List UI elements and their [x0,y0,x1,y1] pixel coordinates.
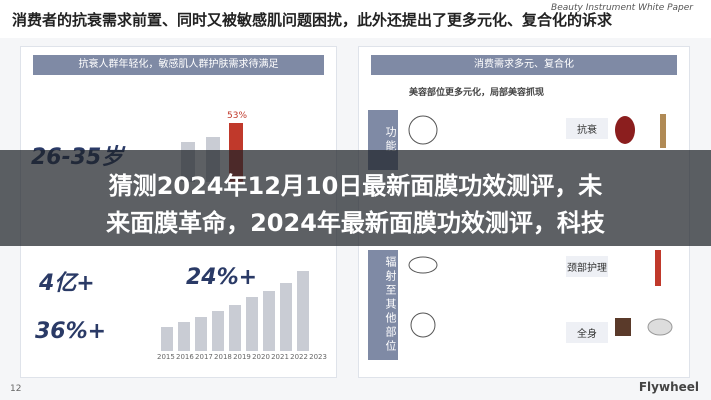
icon [408,115,438,145]
bar [195,317,207,351]
icons [408,114,673,338]
product [615,116,635,144]
bar [161,327,173,351]
stat: 36%+ [35,319,107,344]
year-label: 2023 [309,353,327,361]
bar-label: 53% [227,111,248,121]
product [615,318,631,336]
year-axis: 2015 2016 2017 2018 2019 2020 2021 2022 2023 [157,353,327,361]
year-label: 2020 [252,353,270,361]
bar [297,271,309,351]
icon [410,312,436,338]
bar [178,322,190,351]
title-line: 猜测2024年12月10日最新面膜功效测评，未 [108,172,603,200]
year-label: 2016 [176,353,194,361]
header-title: 消费者的抗衰需求前置、同时又被敏感肌问题困扰，此外还提出了更多元化、复合化的诉求 [12,11,613,29]
year-label: 2017 [195,353,213,361]
year-label: 2022 [290,353,308,361]
product [655,250,661,286]
year-label: 2018 [214,353,232,361]
header: 消费者的抗衰需求前置、同时又被敏感肌问题困扰，此外还提出了更多元化、复合化的诉求… [0,0,711,38]
title-line: 来面膜革命，2024年最新面膜功效测评，科技 [106,209,605,237]
row-label: 全身 [566,322,608,343]
bar [246,297,258,351]
bar [229,305,241,351]
bar [280,283,292,351]
bar [212,311,224,351]
header-subtitle: Beauty Instrument White Paper [551,3,693,13]
product [647,318,673,336]
bar [263,291,275,351]
row-label: 颈部护理 [566,256,608,277]
right-panel-title: 消费需求多元、复合化 [371,55,677,75]
row-label: 抗衰 [566,118,608,139]
side-label: 辐射至其他部位 [368,250,398,360]
page-number: 12 [10,384,22,394]
title-banner: 猜测2024年12月10日最新面膜功效测评，未 来面膜革命，2024年最新面膜功… [0,150,711,246]
year-label: 2015 [157,353,175,361]
watermark: Flywheel [638,380,699,394]
stat: 4亿+ [39,271,95,296]
product [660,114,666,148]
year-label: 2021 [271,353,289,361]
right-subtitle: 美容部位更多元化，局部美容抓现 [409,88,545,98]
left-panel-title: 抗衰人群年轻化，敏感肌人群护肤需求待满足 [33,55,324,75]
year-label: 2019 [233,353,251,361]
stat: 24%+ [186,265,258,290]
icon [408,256,438,274]
